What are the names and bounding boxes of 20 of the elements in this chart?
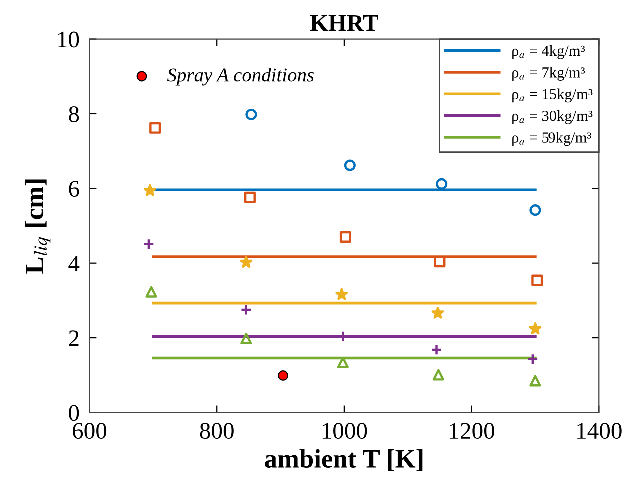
x-tick-label: 800	[200, 423, 234, 440]
legend-label: ρ$_{a}$ = 7kg/m³	[512, 67, 586, 81]
y-tick-label: 2	[69, 330, 79, 346]
legend-label: ρ$_{a}$ = 59kg/m³	[512, 132, 592, 146]
legend-label: ρ$_{a}$ = 15kg/m³	[512, 88, 593, 103]
y-tick-label: 10	[58, 32, 80, 48]
y-tick-label: 0	[69, 405, 80, 422]
x-tick-label: 600	[73, 423, 107, 440]
y-tick-label: 6	[69, 181, 80, 198]
y-tick-label: 4	[68, 256, 80, 272]
x-tick-label: 1200	[450, 423, 494, 440]
x-axis-title: ambient T [K]	[265, 449, 423, 472]
x-tick-label: 1000	[322, 423, 368, 440]
x-tick-label: 1400	[578, 423, 622, 440]
legend-label: Spray A conditions	[167, 68, 314, 86]
y-axis-title: L$_{liq}$ [cm]	[24, 180, 51, 274]
legend-label: ρ$_{a}$ = 4kg/m³	[512, 45, 586, 60]
chart-title: KHRT	[310, 15, 378, 31]
legend-label: ρ$_{a}$ = 30kg/m³	[512, 110, 593, 124]
y-tick-label: 8	[69, 106, 80, 122]
